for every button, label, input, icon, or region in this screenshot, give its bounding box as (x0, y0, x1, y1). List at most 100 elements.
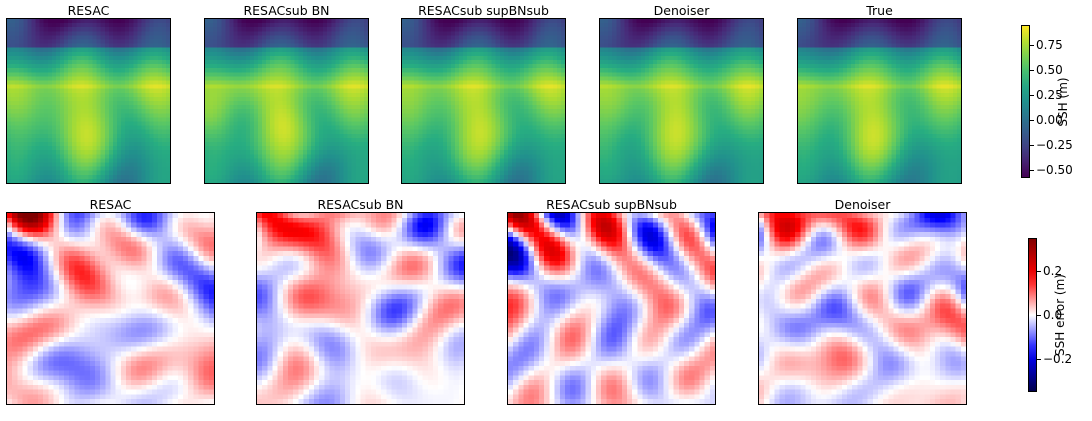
heatmap-cell (335, 88, 340, 94)
heatmap-cell (306, 174, 312, 180)
heatmap-cell (262, 117, 267, 122)
heatmap-cell (459, 133, 464, 139)
heatmap-cell (35, 133, 40, 139)
heatmap-cell (249, 39, 255, 44)
heatmap-cell (209, 43, 214, 48)
heatmap-cell (141, 154, 146, 159)
heatmap-cell (540, 133, 545, 139)
heatmap-cell (446, 64, 452, 69)
heatmap-cell (487, 105, 492, 110)
heatmap-cell (27, 43, 32, 48)
heatmap-cell (306, 27, 312, 32)
heatmap-cell (516, 137, 521, 143)
heatmap-cell (351, 154, 356, 159)
heatmap-cell (209, 137, 214, 143)
heatmap-cell (556, 39, 562, 44)
heatmap-cell (39, 43, 44, 48)
heatmap-cell (221, 150, 226, 155)
heatmap-cell (278, 27, 283, 32)
heatmap-cell (217, 121, 222, 126)
heatmap-cell (310, 162, 316, 167)
heatmap-cell (249, 88, 255, 94)
heatmap-cell (137, 129, 142, 135)
heatmap-cell (463, 19, 468, 24)
heatmap-cell (620, 23, 625, 28)
heatmap-cell (414, 162, 419, 167)
heatmap-cell (446, 113, 452, 118)
heatmap-cell (528, 19, 533, 24)
heatmap-cell (76, 133, 81, 139)
heatmap-cell (266, 178, 271, 183)
heatmap-cell (290, 133, 295, 139)
heatmap-cell (315, 101, 320, 106)
heatmap-cell (612, 31, 617, 36)
heatmap-cell (507, 60, 513, 65)
heatmap-cell (560, 27, 565, 32)
heatmap-cell (754, 31, 760, 36)
heatmap-cell (241, 121, 246, 126)
heatmap-cell (422, 47, 427, 53)
heatmap-cell (532, 19, 537, 24)
heatmap-cell (137, 23, 142, 28)
heatmap-cell (479, 170, 484, 176)
heatmap-cell (153, 55, 158, 61)
heatmap-cell (512, 117, 517, 122)
heatmap-cell (426, 178, 431, 183)
heatmap-cell (149, 80, 154, 85)
heatmap-cell (406, 121, 411, 126)
heatmap-cell (112, 72, 118, 77)
heatmap-cell (23, 23, 28, 28)
heatmap-cell (520, 80, 525, 85)
heatmap-cell (310, 158, 316, 163)
heatmap-cell (351, 174, 356, 180)
heatmap-cell (499, 23, 505, 28)
heatmap-cell (125, 55, 130, 61)
heatmap-cell (507, 166, 513, 171)
heatmap-cell (552, 146, 558, 151)
heatmap-cell (7, 68, 12, 73)
heatmap-cell (410, 35, 415, 40)
heatmap-cell (438, 39, 443, 44)
heatmap-cell (108, 121, 114, 126)
heatmap-cell (153, 178, 158, 183)
heatmap-cell (331, 39, 336, 44)
heatmap-cell (270, 150, 275, 155)
heatmap-cell (491, 125, 496, 130)
heatmap-cell (137, 35, 142, 40)
heatmap-cell (7, 51, 12, 57)
heatmap-cell (149, 162, 154, 167)
heatmap-cell (125, 35, 130, 40)
heatmap-cell (153, 88, 158, 94)
heatmap-cell (343, 154, 348, 159)
heatmap-cell (165, 92, 170, 98)
heatmap-cell (430, 88, 435, 94)
heatmap-cell (282, 64, 287, 69)
heatmap-cell (315, 80, 320, 85)
heatmap-cell (137, 92, 142, 98)
heatmap-cell (355, 55, 361, 61)
heatmap-cell (157, 137, 163, 143)
heatmap-cell (495, 162, 501, 167)
heatmap-cell (59, 60, 65, 65)
heatmap-cell (552, 84, 558, 89)
heatmap-cell (59, 47, 65, 53)
heatmap-cell (652, 23, 658, 28)
heatmap-cell (556, 174, 562, 180)
heatmap-cell (516, 35, 521, 40)
heatmap-cell (710, 31, 715, 36)
heatmap-cell (68, 27, 73, 32)
heatmap-cell (310, 170, 316, 176)
heatmap-cell (556, 105, 562, 110)
heatmap-cell (241, 109, 246, 114)
heatmap-cell (68, 129, 73, 135)
heatmap-cell (302, 76, 308, 81)
heatmap-cell (758, 31, 763, 36)
heatmap-cell (544, 68, 549, 73)
heatmap-cell (209, 117, 214, 122)
heatmap-cell (503, 35, 509, 40)
heatmap-cell (556, 137, 562, 143)
heatmap-cell (323, 84, 328, 89)
heatmap-cell (331, 142, 336, 147)
heatmap-cell (524, 43, 529, 48)
heatmap-cell (319, 60, 324, 65)
